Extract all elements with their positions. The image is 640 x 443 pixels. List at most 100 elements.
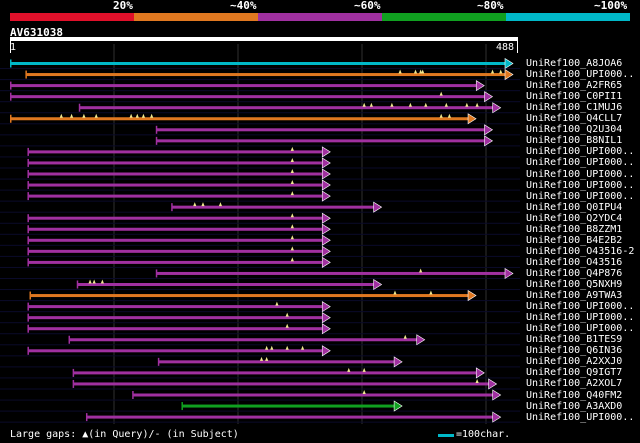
hit-arrow-icon <box>484 91 494 103</box>
row-separator <box>0 410 520 412</box>
hit-bar <box>79 106 495 110</box>
hit-label-link[interactable]: UniRef100_A2FR65 <box>526 80 623 92</box>
query-gap-marker-icon <box>429 290 433 295</box>
hit-label-link[interactable]: UniRef100_Q2YDC4 <box>526 212 623 224</box>
hit-label-link[interactable]: UniRef100_UPI000.. <box>526 168 635 180</box>
scale-key-text: =100char. <box>456 429 511 440</box>
hit-label-link[interactable]: UniRef100_B8NIL1 <box>526 135 623 147</box>
hit-label-link[interactable]: UniRef100_O43516-2 <box>526 245 635 257</box>
hit-label-link[interactable]: UniRef100_UPI000.. <box>526 179 635 191</box>
row-separator <box>0 200 520 202</box>
query-gap-marker-icon <box>135 113 139 118</box>
query-gap-marker-icon <box>290 191 294 196</box>
hit-arrow-icon <box>467 290 477 302</box>
hit-start-tick <box>157 357 160 366</box>
query-gap-marker-icon <box>347 367 351 372</box>
hit-bar <box>73 371 479 375</box>
hit-arrow-icon <box>321 323 331 335</box>
hit-label-link[interactable]: UniRef100_C0PII1 <box>526 91 623 103</box>
query-gap-marker-icon <box>265 356 269 361</box>
hit-bar <box>28 305 325 309</box>
hit-label-link[interactable]: UniRef100_O43516 <box>526 256 623 268</box>
hit-label-link[interactable]: UniRef100_A9TWA3 <box>526 290 623 302</box>
query-gap-marker-icon <box>141 113 146 118</box>
hit-arrow-icon <box>484 124 494 136</box>
hit-label-link[interactable]: UniRef100_Q4P876 <box>526 267 623 279</box>
hit-start-tick <box>132 391 134 399</box>
query-gap-marker-icon <box>82 113 86 118</box>
row-separator <box>0 156 520 158</box>
hit-label-link[interactable]: UniRef100_B4E2B2 <box>526 234 623 246</box>
query-gap-marker-icon <box>88 279 92 284</box>
query-gap-marker-icon <box>403 334 407 339</box>
row-separator <box>0 134 520 136</box>
hit-bar <box>28 161 325 165</box>
query-gap-marker-icon <box>290 169 294 173</box>
hit-arrow-icon <box>504 69 514 81</box>
hit-label-link[interactable]: UniRef100_Q40FM2 <box>526 389 623 401</box>
hit-label-link[interactable]: UniRef100_Q9IGT7 <box>526 367 623 379</box>
query-gap-marker-icon <box>413 69 418 74</box>
hit-label-link[interactable]: UniRef100_UPI000.. <box>526 69 635 81</box>
query-name: AV631038 <box>10 26 63 39</box>
hit-arrow-icon <box>321 234 331 246</box>
hit-bar <box>28 194 325 198</box>
hit-label-link[interactable]: UniRef100_UPI000.. <box>526 411 635 423</box>
hit-label-link[interactable]: UniRef100_UPI000.. <box>526 312 635 324</box>
query-gap-marker-icon <box>218 202 223 207</box>
hit-start-tick <box>27 170 29 178</box>
hit-arrow-icon <box>373 201 383 213</box>
large-gaps-legend: Large gaps: ▲(in Query)/- (in Subject) <box>10 429 239 440</box>
hit-arrow-icon <box>492 411 502 423</box>
hit-bar <box>28 172 325 176</box>
hit-label-link[interactable]: UniRef100_A8JOA6 <box>526 58 623 69</box>
hit-start-tick <box>171 203 173 212</box>
hit-label-link[interactable]: UniRef100_A3AXD0 <box>526 400 623 412</box>
query-gap-marker-icon <box>100 279 104 284</box>
hit-label-link[interactable]: UniRef100_B8ZZM1 <box>526 223 623 235</box>
query-gap-marker-icon <box>270 345 274 350</box>
legend-label-60: ~60% <box>354 0 381 12</box>
hit-label-link[interactable]: UniRef100_Q4CLL7 <box>526 113 623 125</box>
scale-end-tick <box>517 41 518 53</box>
hit-bar <box>156 139 487 143</box>
hit-label-link[interactable]: UniRef100_Q2U304 <box>526 124 623 136</box>
hit-label-link[interactable]: UniRef100_UPI000.. <box>526 323 635 335</box>
query-gap-marker-icon <box>129 113 133 118</box>
legend-label-100: ~100% <box>594 0 628 12</box>
query-gap-marker-icon <box>290 213 294 218</box>
hit-label-link[interactable]: UniRef100_A2XOL7 <box>526 378 623 390</box>
hit-label-link[interactable]: UniRef100_UPI000.. <box>526 190 635 202</box>
query-gap-marker-icon <box>499 69 503 74</box>
hit-label-link[interactable]: UniRef100_UPI000.. <box>526 157 635 169</box>
hit-start-tick <box>10 92 12 101</box>
hit-arrow-icon <box>321 223 331 235</box>
hit-arrow-icon <box>467 113 477 125</box>
hit-label-link[interactable]: UniRef100_Q6IN36 <box>526 345 623 357</box>
hit-start-tick <box>181 402 183 411</box>
hit-start-tick <box>10 81 12 90</box>
hit-label-link[interactable]: UniRef100_B1TES9 <box>526 334 623 346</box>
query-gap-marker-icon <box>408 102 412 107</box>
legend-bar-60 <box>258 13 382 21</box>
hit-start-tick <box>155 136 158 145</box>
row-separator <box>0 289 520 291</box>
hit-label-link[interactable]: UniRef100_Q0IPU4 <box>526 201 623 213</box>
hit-start-tick <box>85 413 88 422</box>
hit-label-link[interactable]: UniRef100_A2XXJ0 <box>526 356 623 368</box>
legend-bar-80 <box>382 13 506 21</box>
hit-start-tick <box>10 59 12 68</box>
row-separator <box>0 355 520 357</box>
hit-bar <box>182 404 397 408</box>
hit-bar <box>28 249 325 253</box>
hit-arrow-icon <box>393 356 403 368</box>
query-gap-marker-icon <box>290 235 294 240</box>
legend-bar-40 <box>134 13 258 21</box>
hit-bar <box>11 62 507 65</box>
hit-label-link[interactable]: UniRef100_Q5NXH9 <box>526 279 623 290</box>
hit-label-link[interactable]: UniRef100_UPI000.. <box>526 146 635 158</box>
hit-label-link[interactable]: UniRef100_UPI000.. <box>526 301 635 313</box>
row-separator <box>0 145 520 147</box>
hit-bar <box>172 205 376 209</box>
hit-label-link[interactable]: UniRef100_C1MUJ6 <box>526 102 623 114</box>
